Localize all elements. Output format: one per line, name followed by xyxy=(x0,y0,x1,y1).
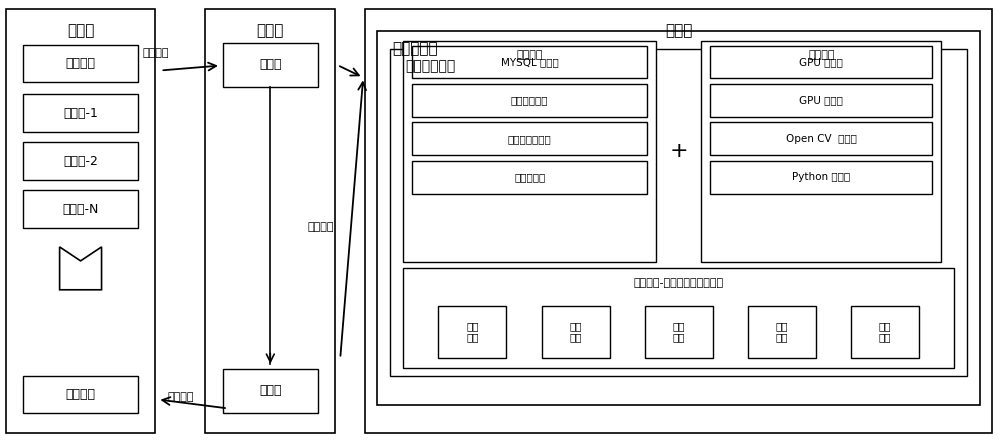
Bar xyxy=(412,46,647,78)
Text: 接地线基础数据: 接地线基础数据 xyxy=(508,134,552,144)
Text: +: + xyxy=(669,141,688,161)
Bar xyxy=(645,306,713,358)
Text: 摄像头-2: 摄像头-2 xyxy=(63,155,98,168)
Text: 视频监控: 视频监控 xyxy=(66,57,96,70)
Bar xyxy=(365,9,992,433)
Bar xyxy=(412,84,647,117)
Bar xyxy=(851,306,919,358)
Text: 特征
提取: 特征 提取 xyxy=(569,321,582,343)
Text: 模型
文件: 模型 文件 xyxy=(466,321,479,343)
Text: 交换机: 交换机 xyxy=(259,58,282,72)
Bar xyxy=(23,45,138,83)
Bar xyxy=(710,84,932,117)
Text: 工作层: 工作层 xyxy=(67,23,94,38)
Text: GPU 计算库: GPU 计算库 xyxy=(799,57,843,67)
Text: 数据转发: 数据转发 xyxy=(307,222,334,232)
Text: 告警
输出: 告警 输出 xyxy=(879,321,891,343)
Bar xyxy=(710,122,932,155)
Bar xyxy=(710,46,932,78)
Text: 数据存储: 数据存储 xyxy=(516,50,543,60)
Text: 防火墙: 防火墙 xyxy=(259,385,282,397)
Bar xyxy=(403,41,656,262)
Text: GPU 加速库: GPU 加速库 xyxy=(799,95,843,105)
Bar xyxy=(377,30,980,405)
Text: 防误逻辑库: 防误逻辑库 xyxy=(514,172,545,182)
Bar xyxy=(710,161,932,194)
Text: Python 运行库: Python 运行库 xyxy=(792,172,850,182)
Bar xyxy=(748,306,816,358)
Bar xyxy=(23,190,138,228)
Bar xyxy=(23,142,138,180)
Bar xyxy=(701,41,941,262)
Bar xyxy=(23,95,138,132)
Text: 防误
校验: 防误 校验 xyxy=(776,321,788,343)
Text: 特征
验证: 特征 验证 xyxy=(673,321,685,343)
Text: 视频数据文件: 视频数据文件 xyxy=(511,95,548,105)
Bar xyxy=(223,369,318,413)
Text: 状态上报: 状态上报 xyxy=(167,392,194,403)
Text: 深度学习-接地线状态监测模块: 深度学习-接地线状态监测模块 xyxy=(634,278,724,288)
Text: 视频数据: 视频数据 xyxy=(142,48,169,57)
Bar xyxy=(412,161,647,194)
Text: 摄像头-1: 摄像头-1 xyxy=(63,107,98,120)
Bar xyxy=(403,268,954,368)
Bar xyxy=(205,9,335,433)
Bar xyxy=(390,49,967,376)
Text: 基础类库: 基础类库 xyxy=(808,50,835,60)
Bar xyxy=(412,122,647,155)
Text: 国产服务器: 国产服务器 xyxy=(392,41,438,56)
Bar xyxy=(23,376,138,413)
Bar xyxy=(542,306,610,358)
Text: Open CV  图像库: Open CV 图像库 xyxy=(786,134,857,144)
Text: 安全操作系统: 安全操作系统 xyxy=(405,60,455,73)
Text: 地线装置: 地线装置 xyxy=(66,388,96,401)
Text: 处理层: 处理层 xyxy=(665,23,692,38)
Bar xyxy=(6,9,155,433)
Bar xyxy=(438,306,506,358)
Text: MYSQL 数据库: MYSQL 数据库 xyxy=(501,57,559,67)
Text: 传输层: 传输层 xyxy=(257,23,284,38)
Text: 摄像头-N: 摄像头-N xyxy=(62,202,99,216)
Bar xyxy=(223,42,318,88)
